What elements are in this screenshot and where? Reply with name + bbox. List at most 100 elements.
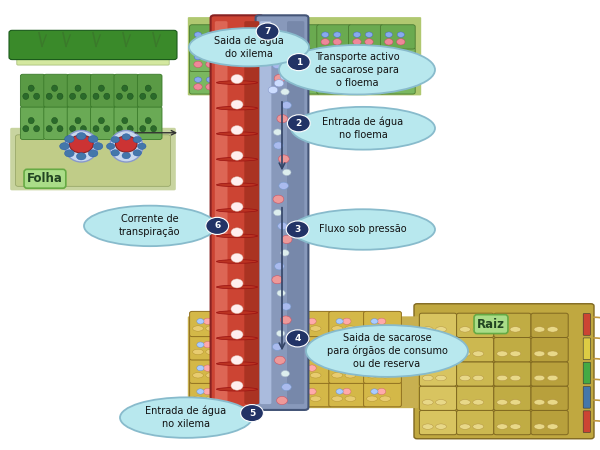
Ellipse shape xyxy=(380,349,391,355)
Circle shape xyxy=(287,115,310,132)
FancyBboxPatch shape xyxy=(114,107,139,140)
Circle shape xyxy=(301,365,308,371)
Circle shape xyxy=(277,290,286,296)
Circle shape xyxy=(281,89,289,95)
Circle shape xyxy=(286,330,309,347)
Circle shape xyxy=(258,77,265,82)
Circle shape xyxy=(281,250,289,256)
Ellipse shape xyxy=(241,326,251,331)
Circle shape xyxy=(273,365,281,371)
Ellipse shape xyxy=(279,45,435,94)
Ellipse shape xyxy=(80,93,86,99)
Circle shape xyxy=(231,356,243,364)
Ellipse shape xyxy=(93,93,99,99)
Ellipse shape xyxy=(145,85,151,91)
Circle shape xyxy=(111,136,119,143)
FancyBboxPatch shape xyxy=(16,135,170,186)
Circle shape xyxy=(238,318,247,324)
Ellipse shape xyxy=(28,117,34,124)
Ellipse shape xyxy=(275,349,286,355)
Ellipse shape xyxy=(275,396,286,401)
Ellipse shape xyxy=(380,373,391,378)
Ellipse shape xyxy=(367,373,377,378)
Ellipse shape xyxy=(547,375,558,381)
FancyBboxPatch shape xyxy=(583,411,590,432)
Ellipse shape xyxy=(332,326,343,331)
Circle shape xyxy=(231,202,243,211)
Circle shape xyxy=(231,279,243,288)
FancyBboxPatch shape xyxy=(190,335,227,360)
FancyBboxPatch shape xyxy=(221,47,256,72)
Circle shape xyxy=(194,84,202,90)
Circle shape xyxy=(232,342,239,347)
Circle shape xyxy=(278,222,287,230)
Circle shape xyxy=(301,39,310,45)
Circle shape xyxy=(282,102,292,109)
Circle shape xyxy=(206,39,214,45)
Ellipse shape xyxy=(422,375,433,381)
Circle shape xyxy=(272,276,283,284)
Circle shape xyxy=(238,54,245,60)
Circle shape xyxy=(290,54,297,60)
Circle shape xyxy=(397,39,405,45)
Circle shape xyxy=(226,61,234,68)
Circle shape xyxy=(371,319,378,324)
Circle shape xyxy=(274,142,283,149)
Circle shape xyxy=(343,342,351,348)
FancyBboxPatch shape xyxy=(224,358,262,383)
Circle shape xyxy=(88,150,98,157)
Circle shape xyxy=(385,61,393,68)
FancyBboxPatch shape xyxy=(20,74,45,107)
FancyBboxPatch shape xyxy=(190,25,224,49)
Circle shape xyxy=(231,330,243,339)
Ellipse shape xyxy=(116,93,122,99)
Ellipse shape xyxy=(98,85,104,91)
Ellipse shape xyxy=(534,351,545,356)
FancyBboxPatch shape xyxy=(287,21,304,404)
Circle shape xyxy=(65,150,74,157)
Ellipse shape xyxy=(241,349,251,355)
Text: Fluxo sob pressão: Fluxo sob pressão xyxy=(319,225,407,234)
FancyBboxPatch shape xyxy=(285,47,320,72)
FancyBboxPatch shape xyxy=(256,15,308,410)
Text: 7: 7 xyxy=(265,27,271,36)
Circle shape xyxy=(268,86,278,94)
Ellipse shape xyxy=(104,126,110,132)
FancyBboxPatch shape xyxy=(190,358,227,383)
Circle shape xyxy=(122,153,130,159)
Ellipse shape xyxy=(57,93,63,99)
Ellipse shape xyxy=(345,349,356,355)
FancyBboxPatch shape xyxy=(215,21,227,404)
Ellipse shape xyxy=(510,327,521,332)
Ellipse shape xyxy=(241,373,251,378)
FancyBboxPatch shape xyxy=(494,313,531,338)
Circle shape xyxy=(343,365,351,371)
Circle shape xyxy=(238,32,245,37)
Circle shape xyxy=(353,61,361,68)
Ellipse shape xyxy=(422,327,433,332)
Circle shape xyxy=(269,61,278,68)
Circle shape xyxy=(333,39,341,45)
Text: Saida de sacarose
para órgãos de consumo
ou de reserva: Saida de sacarose para órgãos de consumo… xyxy=(326,333,448,369)
Circle shape xyxy=(231,381,243,390)
Circle shape xyxy=(353,39,361,45)
Ellipse shape xyxy=(262,396,273,401)
Circle shape xyxy=(231,177,243,186)
Circle shape xyxy=(365,61,373,68)
FancyBboxPatch shape xyxy=(494,386,531,410)
Circle shape xyxy=(334,77,341,82)
Circle shape xyxy=(286,66,296,73)
Circle shape xyxy=(238,39,246,45)
Ellipse shape xyxy=(104,93,110,99)
Ellipse shape xyxy=(332,349,343,355)
Circle shape xyxy=(194,39,202,45)
Ellipse shape xyxy=(345,396,356,401)
Ellipse shape xyxy=(547,327,558,332)
Ellipse shape xyxy=(497,424,508,429)
Ellipse shape xyxy=(151,93,157,99)
Circle shape xyxy=(278,155,289,163)
Circle shape xyxy=(257,61,266,68)
Circle shape xyxy=(321,39,329,45)
Circle shape xyxy=(371,365,378,371)
FancyBboxPatch shape xyxy=(380,25,415,49)
